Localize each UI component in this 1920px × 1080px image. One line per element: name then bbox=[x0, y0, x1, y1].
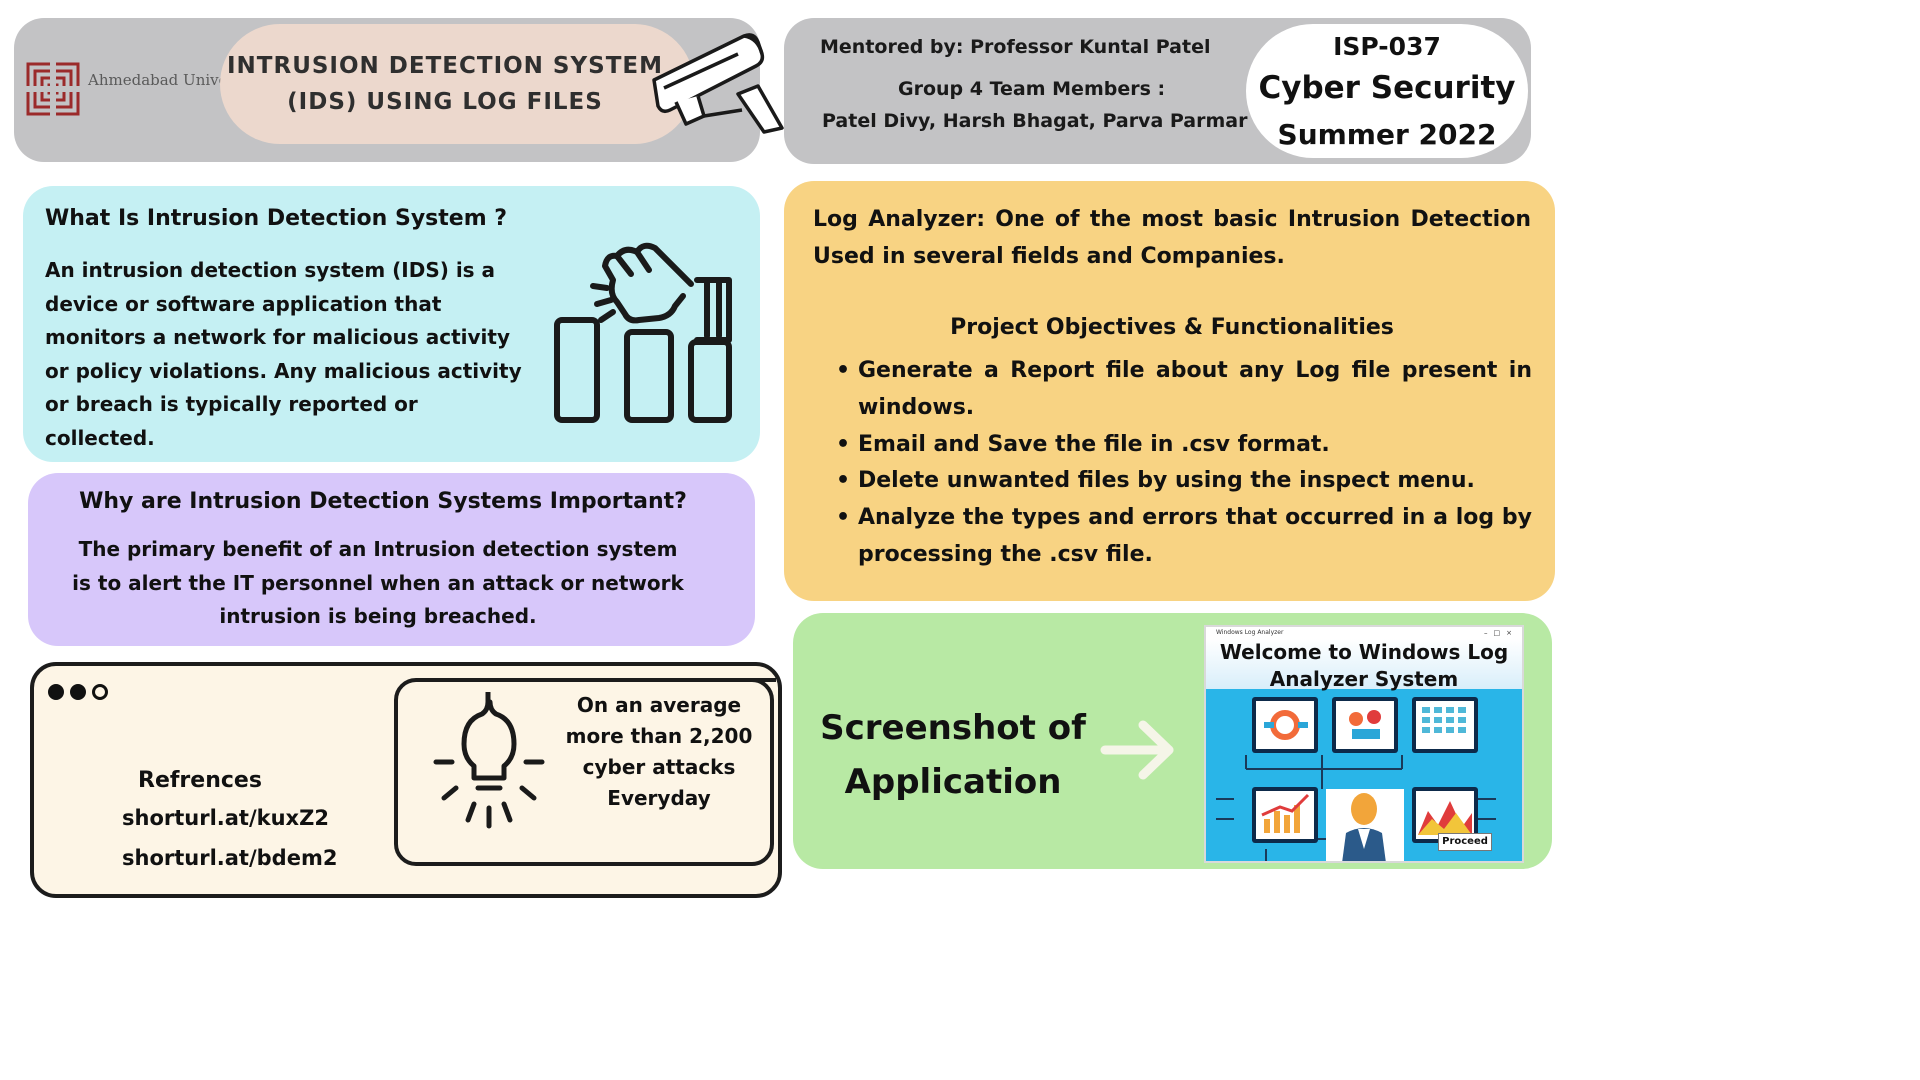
university-name: Ahmedabad University bbox=[88, 71, 262, 89]
proceed-button[interactable]: Proceed bbox=[1438, 833, 1492, 851]
course-term: Summer 2022 bbox=[1277, 118, 1497, 151]
window-dot-icon bbox=[92, 684, 108, 700]
stat-box-divider bbox=[500, 678, 776, 682]
app-titlebar: Windows Log Analyzer bbox=[1206, 627, 1522, 639]
objective-item: Generate a Report file about any Log fil… bbox=[836, 353, 1532, 427]
references-title: Refrences bbox=[138, 768, 262, 793]
objective-item: Email and Save the file in .csv format. bbox=[836, 427, 1532, 464]
why-ids-panel: Why are Intrusion Detection Systems Impo… bbox=[28, 473, 755, 646]
what-is-ids-body: An intrusion detection system (IDS) is a… bbox=[45, 258, 522, 450]
security-camera-icon bbox=[652, 33, 784, 134]
title-pill bbox=[220, 24, 694, 144]
objective-item: Analyze the types and errors that occurr… bbox=[836, 500, 1532, 574]
references-panel: Refrences shorturl.at/kuxZ2 shorturl.at/… bbox=[30, 662, 782, 898]
reference-link[interactable]: shorturl.at/bdem2 bbox=[122, 846, 338, 870]
why-ids-body: The primary benefit of an Intrusion dete… bbox=[72, 537, 684, 628]
attack-statistic: On an average more than 2,200 cyber atta… bbox=[565, 693, 753, 810]
app-screenshot: Windows Log Analyzer –□× Welcome to Wind… bbox=[1204, 625, 1524, 863]
screenshot-label: Screenshot of Application bbox=[820, 708, 1086, 802]
team-members: Patel Divy, Harsh Bhagat, Parva Parmar bbox=[822, 110, 1248, 132]
window-dot-icon bbox=[70, 684, 86, 700]
arrow-right-icon bbox=[1100, 720, 1174, 780]
app-banner bbox=[1206, 639, 1522, 689]
lightbulb-icon bbox=[433, 692, 545, 829]
group-label: Group 4 Team Members : bbox=[898, 78, 1166, 100]
app-heading: Welcome to Windows Log Analyzer System bbox=[1219, 640, 1509, 691]
dashboard-illustration bbox=[1216, 697, 1496, 861]
course-name: Cyber Security bbox=[1258, 70, 1516, 106]
team-info-panel: Mentored by: Professor Kuntal Patel Grou… bbox=[784, 18, 1531, 164]
mentor-text: Mentored by: Professor Kuntal Patel bbox=[820, 36, 1211, 58]
screenshot-panel: Screenshot of Application Windows Log An… bbox=[793, 613, 1552, 869]
page-title: INTRUSION DETECTION SYSTEM (IDS) USING L… bbox=[226, 53, 664, 115]
university-logo-icon bbox=[26, 62, 80, 116]
what-is-ids-title: What Is Intrusion Detection System ? bbox=[45, 206, 508, 231]
objective-item: Delete unwanted files by using the inspe… bbox=[836, 463, 1532, 500]
project-code: ISP-037 bbox=[1333, 32, 1441, 61]
what-is-ids-panel: What Is Intrusion Detection System ? An … bbox=[23, 186, 760, 462]
why-ids-title: Why are Intrusion Detection Systems Impo… bbox=[79, 489, 687, 514]
hand-pressing-icon bbox=[554, 242, 732, 423]
reference-link[interactable]: shorturl.at/kuxZ2 bbox=[122, 806, 329, 830]
window-controls-icon: –□× bbox=[1484, 629, 1518, 637]
log-analyzer-panel: Log Analyzer: One of the most basic Intr… bbox=[784, 181, 1555, 601]
header-title-panel: Ahmedabad University INTRUSION DETECTION… bbox=[14, 18, 784, 162]
course-badge bbox=[1246, 24, 1528, 158]
log-analyzer-intro: Log Analyzer: One of the most basic Intr… bbox=[813, 207, 1531, 269]
objectives-title: Project Objectives & Functionalities bbox=[950, 315, 1394, 340]
objectives-list: Generate a Report file about any Log fil… bbox=[836, 353, 1532, 574]
window-dot-icon bbox=[48, 684, 64, 700]
